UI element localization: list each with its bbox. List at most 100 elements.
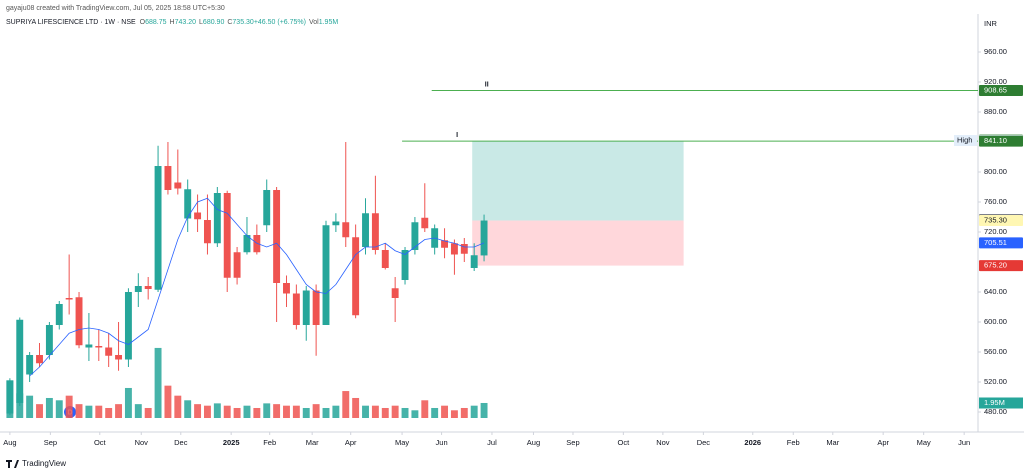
candle-body <box>441 240 449 248</box>
volume-bar <box>233 407 241 418</box>
volume-bar <box>401 407 409 418</box>
x-tick-label: 2026 <box>744 438 761 447</box>
volume-bar <box>292 405 300 418</box>
legend-key: Vol <box>309 19 319 26</box>
x-tick-label: May <box>917 438 931 447</box>
x-tick-label: Dec <box>697 438 711 447</box>
x-tick-label: Feb <box>263 438 276 447</box>
x-tick-label: Jul <box>487 438 497 447</box>
x-tick-label: Apr <box>877 438 889 447</box>
level-label: I <box>456 132 458 139</box>
x-tick-label: Aug <box>527 438 540 447</box>
volume-bar <box>263 403 271 418</box>
volume-bar <box>124 387 132 418</box>
volume-label: 1.95M <box>984 398 1005 407</box>
volume-bar <box>194 404 202 418</box>
candle-body <box>95 346 103 348</box>
candle-body <box>75 297 83 346</box>
candle-body <box>480 220 488 256</box>
candle-body <box>312 290 320 325</box>
candle-body <box>322 225 330 325</box>
candle-body <box>36 355 43 364</box>
price-label-box <box>979 260 1023 272</box>
price-label: 675.20 <box>984 261 1007 270</box>
price-label: 841.10 <box>984 136 1007 145</box>
x-tick-label: Mar <box>306 438 319 447</box>
y-tick-label: 560.00 <box>984 347 1007 356</box>
legend-value: 680.90 <box>203 19 225 26</box>
y-tick-label: 800.00 <box>984 167 1007 176</box>
volume-bar <box>253 407 261 418</box>
volume-bar <box>115 404 123 418</box>
volume-bar <box>352 397 360 418</box>
volume-bar <box>371 405 379 418</box>
x-tick-label: Apr <box>345 438 357 447</box>
loss-zone <box>472 220 684 266</box>
volume-bar <box>322 407 330 418</box>
y-tick-label: 880.00 <box>984 107 1007 116</box>
candle-body <box>302 290 310 325</box>
candle-body <box>164 166 172 190</box>
y-tick-label: 960.00 <box>984 47 1007 56</box>
x-tick-label: Nov <box>135 438 149 447</box>
volume-bar <box>85 405 93 418</box>
candle-body <box>292 293 300 325</box>
x-tick-label: Jun <box>958 438 970 447</box>
volume-bar <box>273 404 281 418</box>
price-label: 705.51 <box>984 238 1007 247</box>
candle-body <box>85 344 93 348</box>
candle-body <box>391 288 399 298</box>
volume-bar <box>362 405 369 418</box>
candle-body <box>371 213 379 250</box>
volume-bar <box>75 404 83 418</box>
volume-bar <box>302 407 310 418</box>
volume-bar <box>381 407 389 418</box>
price-label-box <box>979 135 1023 147</box>
candle-body <box>184 189 192 219</box>
ma-line <box>29 197 485 377</box>
legend-key: H <box>170 19 175 26</box>
candle-body <box>401 250 409 280</box>
candle-body <box>273 190 281 283</box>
volume-bar <box>332 405 340 418</box>
footer-text: TradingView <box>22 459 66 468</box>
y-tick-label: 520.00 <box>984 377 1007 386</box>
candle-body <box>174 182 182 189</box>
volume-bar <box>421 400 429 418</box>
legend-value: +46.50 (+6.75%) <box>254 19 306 26</box>
volume-bar <box>450 410 458 418</box>
candle-body <box>6 380 14 414</box>
legend-value: 735.30 <box>232 19 254 26</box>
legend-text: SUPRIYA LIFESCIENCE LTD · 1W · NSE O688.7… <box>6 19 338 26</box>
volume-bar <box>203 405 211 418</box>
candle-body <box>65 298 73 300</box>
price-label-box <box>979 215 1023 227</box>
candle-body <box>460 244 468 254</box>
candle-body <box>243 235 251 253</box>
volume-bar <box>154 347 162 418</box>
x-tick-label: Sep <box>566 438 579 447</box>
candle-body <box>55 304 63 325</box>
x-tick-label: Oct <box>618 438 631 447</box>
volume-bar <box>174 395 182 418</box>
price-label: 908.65 <box>984 85 1007 94</box>
candle-body <box>213 193 221 244</box>
volume-bar <box>411 410 419 418</box>
volume-bar <box>184 400 192 418</box>
x-tick-label: Aug <box>3 438 16 447</box>
price-label-box <box>979 85 1023 97</box>
y-tick-label: 480.00 <box>984 407 1007 416</box>
volume-bar <box>134 404 142 418</box>
candle-body <box>26 355 34 375</box>
volume-bar <box>36 404 43 418</box>
volume-bar <box>480 402 488 418</box>
candle-body <box>332 221 340 226</box>
price-title: High <box>957 135 972 144</box>
volume-bar <box>144 407 152 418</box>
candle-body <box>450 243 458 255</box>
x-tick-label: Sep <box>44 438 57 447</box>
volume-bar <box>243 405 251 418</box>
volume-bar <box>45 397 53 418</box>
volume-bar <box>431 407 439 418</box>
